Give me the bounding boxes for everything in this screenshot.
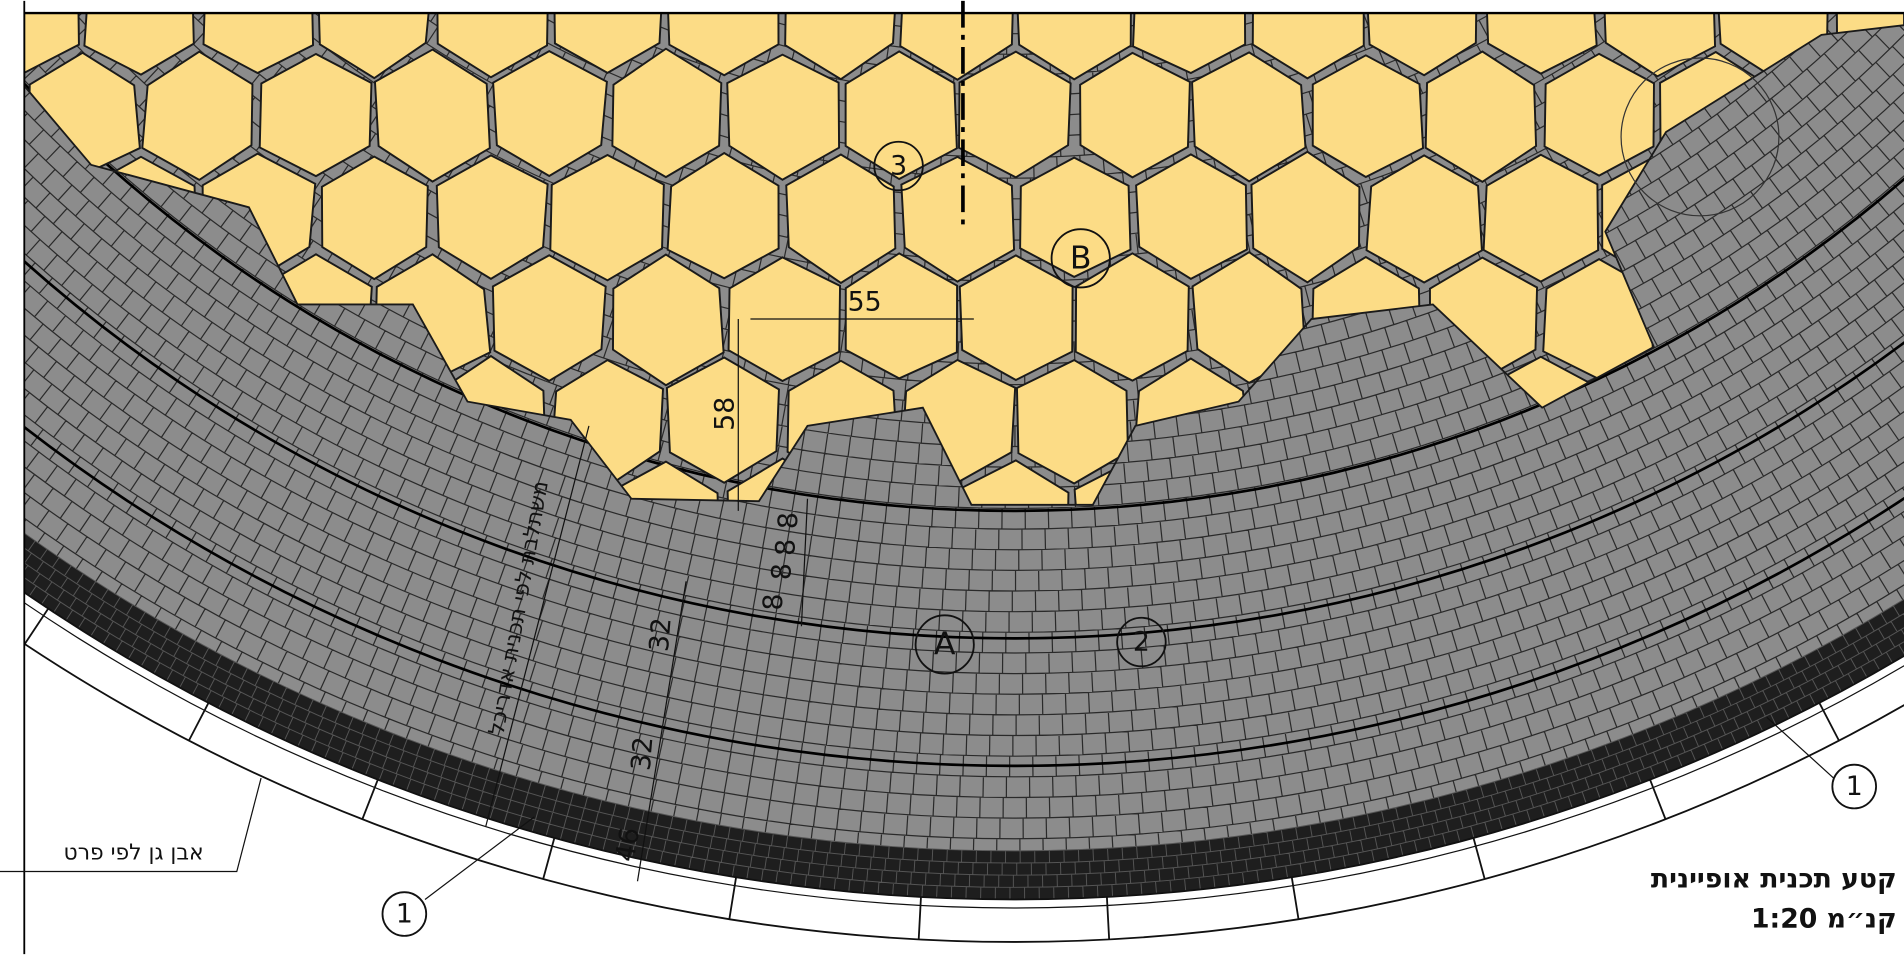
hex-paver — [844, 50, 958, 181]
hex-paver — [611, 253, 725, 387]
hex-paver — [258, 52, 373, 178]
hex-paver — [1191, 51, 1307, 183]
note: אבן גן לפי פרט — [64, 840, 204, 865]
hex-paver — [1079, 51, 1191, 179]
hex-paver — [1019, 156, 1132, 278]
callout: 3 — [890, 151, 907, 182]
hex-paver — [141, 50, 254, 182]
hex-paver — [1543, 52, 1655, 177]
hex-paver — [202, 13, 315, 75]
hex-paver — [1365, 154, 1483, 284]
drawing-title: קטע תכנית אופיינית — [1651, 864, 1897, 895]
hex-paver — [549, 153, 665, 282]
hex-paver — [436, 13, 550, 79]
dark-band-joints — [24, 532, 1904, 900]
dimension: 8 — [773, 512, 804, 529]
callout-circles — [381, 140, 1877, 937]
hex-paver — [1365, 13, 1478, 77]
curb-line — [24, 601, 1904, 909]
hex-paver — [665, 13, 780, 77]
hex-paver — [491, 254, 607, 382]
hex-paver — [1191, 250, 1306, 385]
hex-outline — [24, 13, 1904, 506]
hex-paver — [611, 47, 723, 179]
hex-paver — [1602, 13, 1717, 78]
hex-paver — [320, 155, 429, 281]
dimension: 32 — [644, 616, 678, 653]
hex-paver — [0, 762, 80, 889]
hex-paver — [373, 48, 491, 183]
hex-paver — [1482, 153, 1600, 283]
callout: 1 — [396, 899, 413, 930]
hex-paver — [666, 151, 780, 280]
hex-paver — [0, 255, 18, 379]
hex-paver — [263, 865, 372, 955]
hex-paver — [1135, 153, 1248, 280]
dimension: 8 — [767, 563, 798, 580]
hex-paver — [142, 870, 257, 955]
hex-paver — [900, 155, 1016, 283]
hex-paver — [1251, 13, 1365, 80]
drawing-scale: קנ״מ 1:20 — [1751, 904, 1897, 935]
hex-paver — [665, 356, 780, 484]
hex-paver — [492, 50, 608, 178]
hex-paver — [726, 53, 841, 181]
zone-label: B — [1070, 241, 1092, 277]
hex-paver — [0, 52, 21, 174]
hex-paver — [24, 13, 80, 74]
hex-paver — [1250, 150, 1361, 284]
band-line — [24, 425, 1904, 768]
dimension: 46 — [610, 825, 646, 864]
hex-paver — [26, 867, 139, 955]
hex-paver — [899, 13, 1015, 81]
dimension: 32 — [626, 735, 660, 772]
hex-paver — [84, 764, 195, 894]
dimension: 8 — [758, 593, 789, 610]
callout: 2 — [1133, 627, 1150, 658]
hex-paver — [784, 13, 898, 81]
hex-paver — [0, 458, 21, 583]
hex-paver — [1015, 358, 1129, 485]
hex-paver — [435, 154, 549, 280]
dimension: 8 — [770, 539, 801, 556]
hex-paver — [0, 872, 24, 955]
hex-paver — [958, 50, 1072, 179]
hex-paver — [1311, 54, 1425, 179]
hex-paver — [1132, 13, 1247, 75]
band-line — [24, 81, 1904, 513]
dimension: 55 — [848, 287, 882, 318]
band-line — [24, 259, 1904, 640]
dimension: 58 — [710, 397, 741, 431]
callout: 1 — [1846, 771, 1863, 802]
hex-paver — [1545, 869, 1653, 955]
detail-circle — [1620, 57, 1780, 217]
hex-paver — [0, 666, 23, 788]
hex-paver — [1484, 13, 1598, 75]
dimension-lines — [0, 318, 1834, 900]
hex-paver — [785, 153, 897, 285]
hex-paver — [844, 252, 959, 380]
zone-label: A — [934, 627, 956, 663]
hex-paver — [1424, 50, 1538, 183]
hex-paver — [317, 13, 433, 80]
